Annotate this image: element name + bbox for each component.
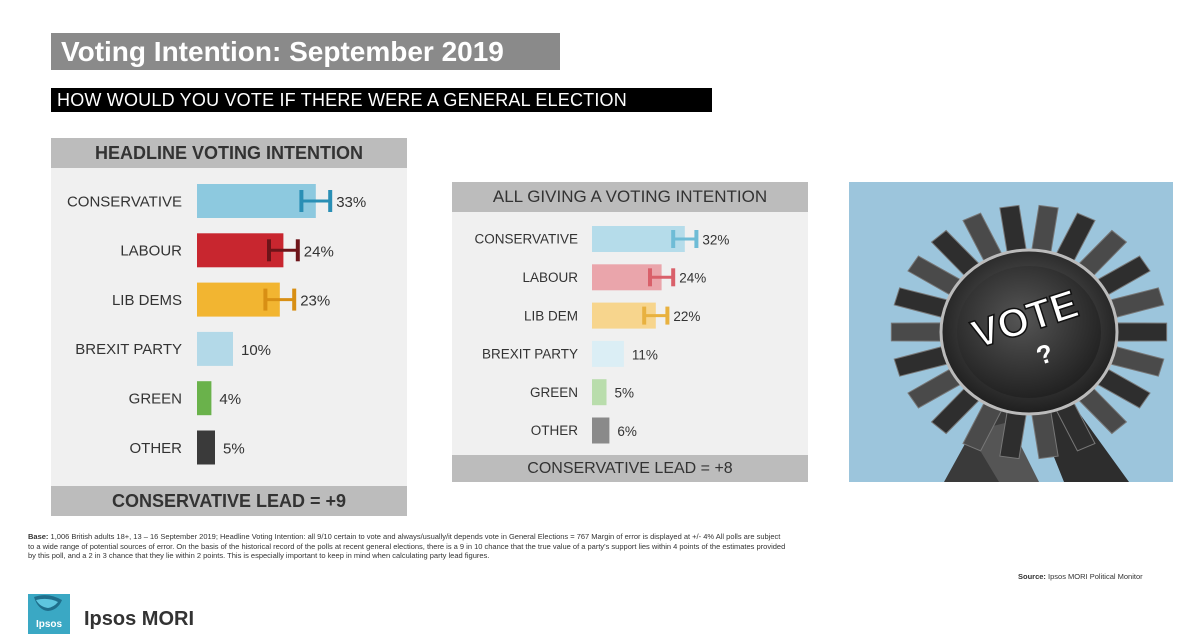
- bar-conservative: [592, 226, 685, 252]
- value-label-lib-dems: 23%: [300, 293, 330, 310]
- category-label-brexit-party: BREXIT PARTY: [482, 347, 578, 362]
- category-label-labour: LABOUR: [120, 243, 182, 260]
- headline-voting-panel: HEADLINE VOTING INTENTION CONSERVATIVE 33…: [51, 138, 407, 516]
- bar-green: [197, 381, 212, 416]
- value-label-lib-dem: 22%: [673, 309, 700, 324]
- bar-other: [197, 430, 215, 465]
- value-label-brexit-party: 11%: [632, 347, 658, 362]
- headline-bar-chart: CONSERVATIVE 33% LABOUR 24% LIB DEMS 23% BREXI…: [67, 184, 366, 465]
- error-bar-labour: [267, 239, 300, 262]
- methodology-footnote: Base: 1,006 British adults 18+, 13 – 16 …: [28, 532, 788, 561]
- category-label-conservative: CONSERVATIVE: [474, 232, 578, 247]
- all-giving-bar-chart: CONSERVATIVE 32% LABOUR 24% LIB DEM 22% BREXIT…: [474, 226, 729, 444]
- value-label-labour: 24%: [304, 243, 334, 260]
- source-text: Ipsos MORI Political Monitor: [1048, 572, 1143, 581]
- error-bar-lib-dems: [263, 288, 297, 311]
- value-label-conservative: 33%: [336, 194, 366, 211]
- bar-brexit-party: [592, 340, 624, 367]
- bar-brexit-party: [197, 331, 233, 366]
- category-label-green: GREEN: [129, 390, 182, 407]
- value-label-brexit-party: 10%: [241, 342, 271, 359]
- category-label-brexit-party: BREXIT PARTY: [75, 341, 182, 358]
- brand-name: Ipsos MORI: [84, 608, 195, 630]
- footnote-text: 1,006 British adults 18+, 13 – 16 Septem…: [28, 532, 786, 561]
- source-label: Source:: [1018, 572, 1046, 581]
- all-giving-lead-footer: CONSERVATIVE LEAD = +8: [452, 455, 808, 482]
- all-giving-chart-title: ALL GIVING A VOTING INTENTION: [452, 182, 808, 212]
- error-bar-conservative: [671, 230, 699, 248]
- error-bar-labour: [648, 268, 676, 287]
- page-title: Voting Intention: September 2019: [51, 33, 560, 70]
- all-giving-panel: ALL GIVING A VOTING INTENTION CONSERVATI…: [452, 182, 808, 482]
- source-note: Source: Ipsos MORI Political Monitor: [1018, 572, 1143, 581]
- category-label-lib-dems: LIB DEMS: [112, 292, 182, 309]
- value-label-labour: 24%: [679, 271, 706, 286]
- value-label-green: 5%: [615, 386, 635, 401]
- headline-lead-footer: CONSERVATIVE LEAD = +9: [51, 486, 407, 516]
- value-label-other: 5%: [223, 441, 245, 458]
- headline-chart-title: HEADLINE VOTING INTENTION: [51, 138, 407, 168]
- category-label-conservative: CONSERVATIVE: [67, 193, 182, 210]
- value-label-conservative: 32%: [702, 232, 729, 247]
- ipsos-logo-mark: Ipsos: [28, 594, 70, 634]
- category-label-other: OTHER: [130, 440, 183, 457]
- logo-mark-text: Ipsos: [36, 619, 63, 630]
- vote-rosette-image: VOTE ?: [849, 182, 1173, 482]
- bar-conservative: [197, 184, 316, 218]
- bar-other: [592, 417, 610, 444]
- category-label-other: OTHER: [531, 423, 579, 438]
- bar-green: [592, 379, 607, 406]
- rosette-illustration: VOTE ?: [890, 204, 1168, 482]
- value-label-green: 4%: [219, 391, 241, 408]
- category-label-green: GREEN: [530, 385, 578, 400]
- value-label-other: 6%: [617, 424, 637, 439]
- category-label-labour: LABOUR: [522, 270, 578, 285]
- footnote-base-label: Base:: [28, 532, 49, 541]
- question-banner: HOW WOULD YOU VOTE IF THERE WERE A GENER…: [51, 88, 712, 134]
- error-bar-conservative: [299, 190, 333, 212]
- error-bar-lib-dem: [642, 306, 670, 325]
- category-label-lib-dem: LIB DEM: [524, 308, 578, 323]
